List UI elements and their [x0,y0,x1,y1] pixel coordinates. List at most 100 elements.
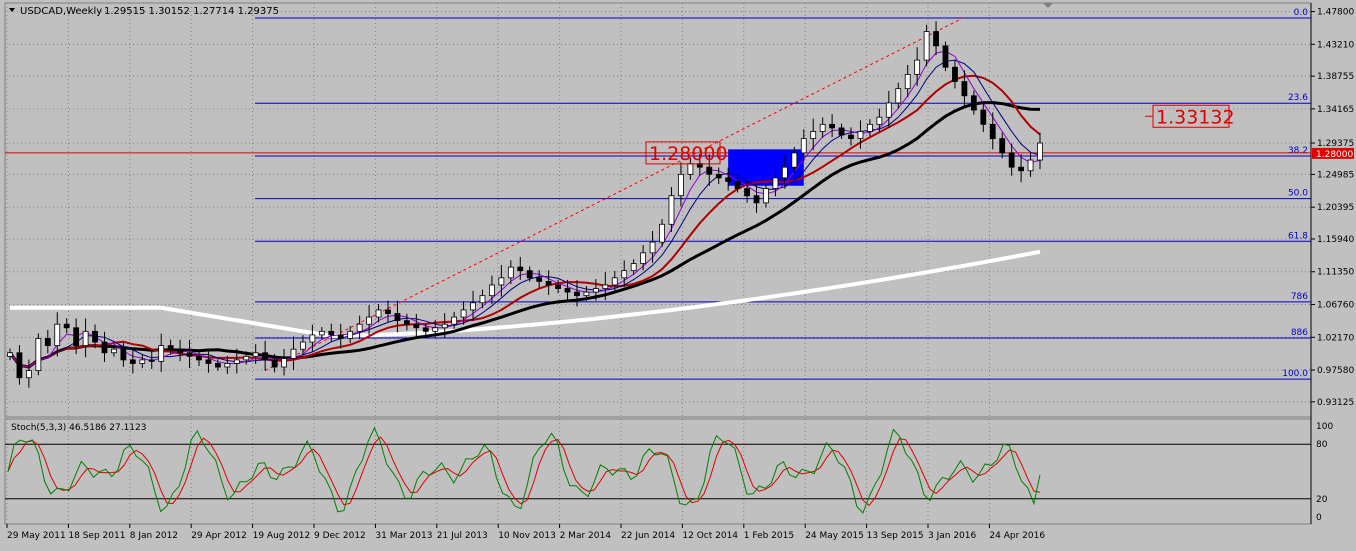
x-tick-label: 13 Sep 2015 [867,531,924,541]
fib-level-label: 100.0 [1282,369,1308,379]
candle-body [177,348,183,354]
ma-purple-line [9,50,1041,368]
ma-red-line [9,74,1041,369]
candle-body [1018,166,1025,172]
candle-body [214,363,221,368]
dropdown-triangle-icon[interactable] [9,8,15,12]
candle-body [536,277,543,282]
candle-body [167,345,174,350]
candle-body [451,316,458,325]
candle-body [592,288,599,293]
candle-body [517,266,524,272]
fib-level-label: 23.6 [1288,93,1308,103]
y-tick-label: 1.47800 [1317,8,1354,18]
fib-level-label: 61.8 [1288,231,1308,241]
candle-body [942,45,949,68]
candle-body [526,270,533,279]
x-tick-label: 10 Nov 2013 [498,531,556,541]
candle-body [602,284,609,289]
candle-body [347,330,354,339]
candle-body [630,263,637,272]
candle-body [25,370,32,379]
candle-body [885,102,892,118]
candle-body [583,291,590,297]
candle-body [611,277,618,286]
candle-body [233,359,240,364]
x-tick-label: 3 Jan 2016 [928,531,976,541]
x-tick-label: 21 Jul 2013 [437,531,488,541]
candle-body [63,323,70,329]
candle-body [876,116,883,125]
stoch-title: Stoch(5,3,3) 46.5186 27.1123 [11,423,146,433]
stoch-tick-label: 80 [1316,440,1328,450]
candle-body [82,330,89,347]
candle-body [290,348,297,359]
candle-body [687,163,694,175]
consolidation-box [728,149,804,186]
candle-body [262,352,269,361]
candle-body [54,323,61,347]
candle-body [243,355,250,361]
candle-body [139,359,146,364]
candle-body [479,295,486,304]
x-tick-label: 22 Jun 2014 [621,531,675,541]
candle-body [715,173,722,179]
y-tick-label: 1.29375 [1317,139,1354,149]
candle-body [35,338,42,372]
grid-lines [5,3,1311,524]
y-tick-label: 1.20395 [1317,203,1354,213]
candle-body [196,355,202,361]
candle-body [129,359,136,364]
annotations: 1.28000 1.33132 [645,104,1235,165]
x-tick-label: 8 Jan 2012 [130,531,178,541]
candle-body [621,270,628,279]
candle-body [92,330,98,343]
candle-body [640,252,647,264]
candle-body [848,134,854,140]
candle-body [422,327,429,332]
fib-level-label: 50.0 [1288,189,1308,199]
candle-body [545,280,552,286]
candle-body [7,352,13,357]
candle-body [281,358,287,368]
candle-body [753,195,760,204]
y-tick-label: 0.97580 [1317,366,1354,376]
stoch-signal-line [7,436,1041,507]
candle-body [148,359,155,362]
candlesticks [7,21,1043,388]
stoch-plot-frame [4,418,1312,525]
candle-body [385,309,391,314]
fib-level-label: 38.2 [1288,146,1308,156]
candle-body [1037,142,1043,161]
x-tick-label: 24 Apr 2016 [989,531,1045,541]
candle-body [895,88,902,104]
candle-body [224,363,231,368]
x-tick-label: 29 Apr 2012 [191,531,247,541]
fib-level-label: 0.0 [1294,8,1309,18]
candle-body [791,152,798,168]
x-tick-label: 2 Mar 2014 [560,531,612,541]
price-axis: 1.47800 1.43210 1.38755 1.34165 1.29375 1.249… [1311,8,1354,408]
candle-body [838,127,845,136]
candle-body [507,266,514,279]
candle-body [309,334,316,343]
candle-body [337,334,344,339]
candle-body [394,313,401,322]
candle-body [1027,159,1034,172]
price-tag-text: 1.28000 [1316,150,1353,160]
symbol-title: USDCAD,Weekly [20,6,102,17]
candle-body [16,352,23,379]
stoch-main-line [7,426,1041,514]
candle-body [970,95,977,111]
candle-body [318,330,325,336]
candle-body [706,166,713,175]
time-axis: 29 May 2011 18 Sep 2011 8 Jan 2012 29 Apr 2… [6,524,1045,541]
candle-body [441,323,448,329]
price-label-box [645,141,721,165]
candle-body [781,166,788,179]
candle-body [555,284,561,289]
chart-shift-marker-icon[interactable] [1043,3,1053,8]
x-tick-label: 29 May 2011 [7,531,66,541]
